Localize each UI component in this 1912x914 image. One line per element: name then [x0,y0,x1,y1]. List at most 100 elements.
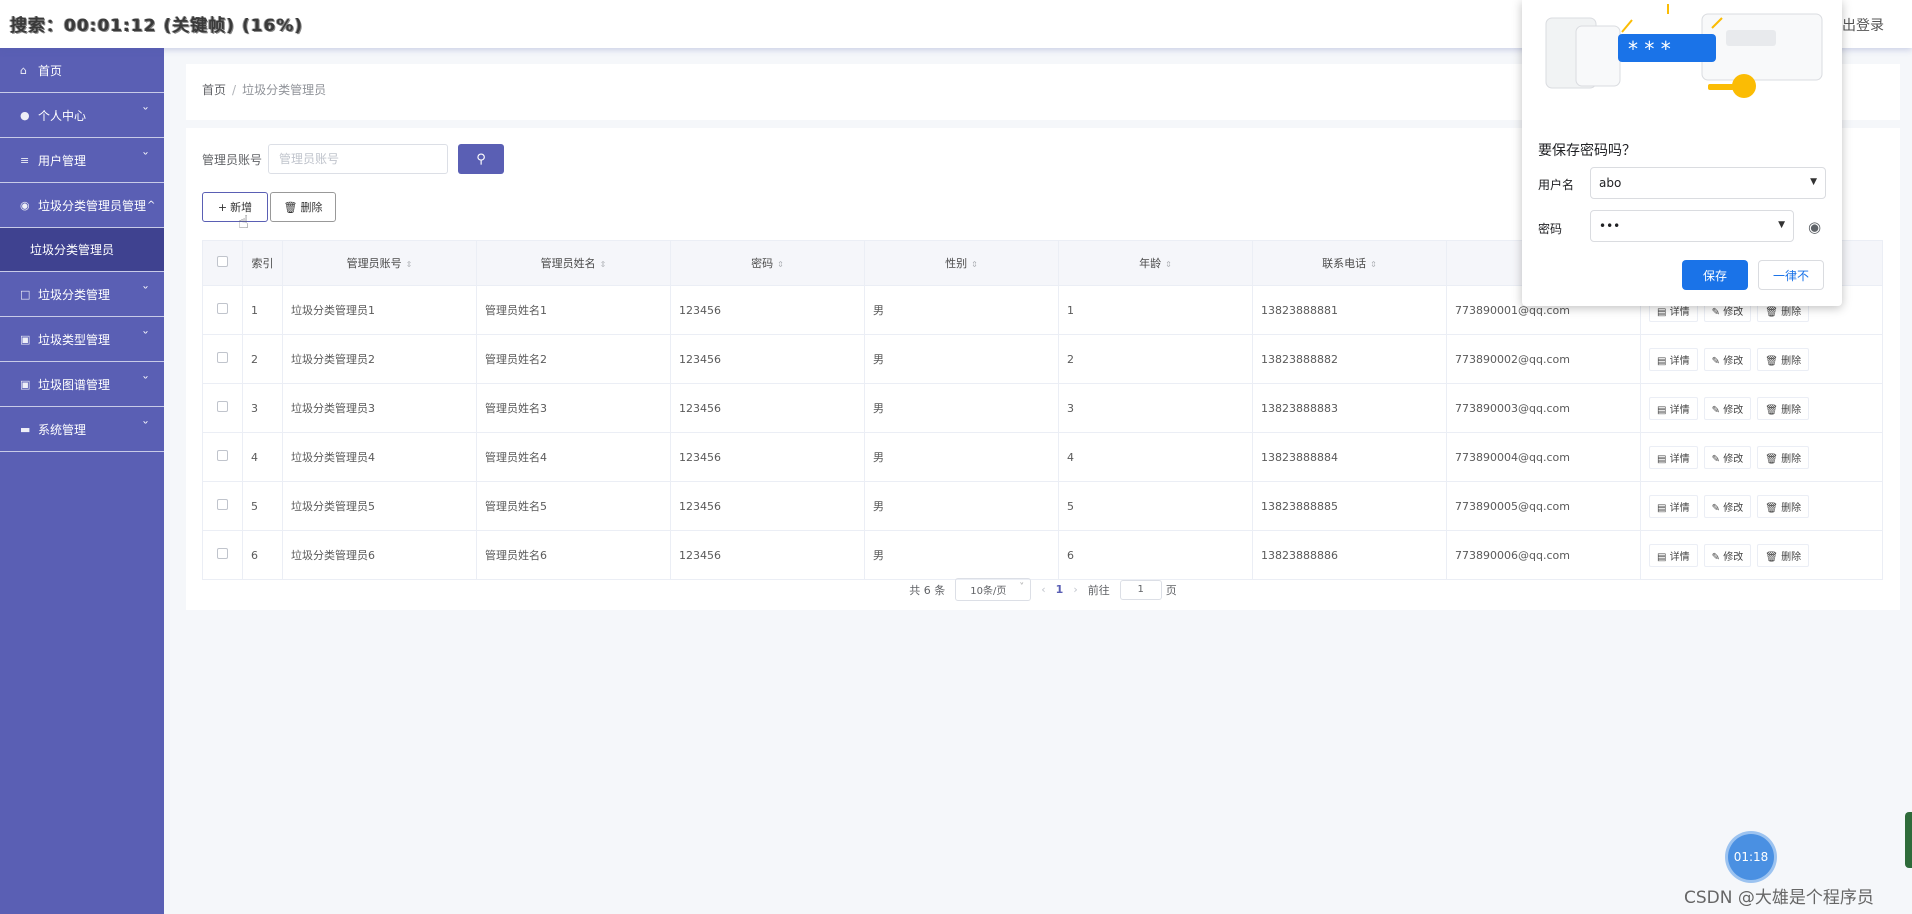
row-checkbox[interactable] [216,303,228,314]
row-delete-button[interactable]: 🗑 删除 [1757,445,1810,469]
sidebar-item-graph-management[interactable]: ▣ 垃圾图谱管理 ˅ [0,362,164,407]
sidebar-item-type-management[interactable]: ▣ 垃圾类型管理 ˅ [0,317,164,362]
cell-age: 6 [1058,530,1253,580]
search-input[interactable] [268,144,448,174]
trash-icon: 🗑 [283,200,298,214]
header-label: 年龄 [1139,257,1162,270]
header-account[interactable]: 管理员账号 ⇕ [282,240,477,286]
password-select[interactable]: ••• ▼ [1590,210,1794,242]
header-age[interactable]: 年龄 ⇕ [1058,240,1253,286]
detail-icon: ▤ [1657,355,1670,367]
sort-icon[interactable]: ⇕ [777,260,784,269]
cell-index: 1 [242,285,283,335]
logout-link[interactable]: 退出登录 [1828,18,1884,34]
edit-button[interactable]: ✎ 修改 [1703,347,1752,371]
row-delete-button[interactable]: 🗑 删除 [1757,347,1810,371]
row-delete-button[interactable]: 🗑 删除 [1757,396,1810,420]
sort-icon[interactable]: ⇕ [1370,260,1377,269]
edit-button[interactable]: ✎ 修改 [1703,396,1752,420]
sidebar-item-personal-center[interactable]: ● 个人中心 ˅ [0,93,164,138]
delete-label: 删除 [1781,355,1802,367]
detail-button[interactable]: ▤ 详情 [1649,494,1698,518]
save-password-button[interactable]: 保存 [1682,260,1748,290]
eye-icon[interactable]: ◉ [1808,218,1822,236]
header-gender[interactable]: 性别 ⇕ [864,240,1059,286]
detail-button[interactable]: ▤ 详情 [1649,543,1698,567]
trash-icon: 🗑 [1765,453,1782,465]
row-checkbox[interactable] [216,401,228,412]
row-select-cell[interactable] [202,383,243,433]
row-delete-button[interactable]: 🗑 删除 [1757,494,1810,518]
detail-button[interactable]: ▤ 详情 [1649,445,1698,469]
row-select-cell[interactable] [202,432,243,482]
cell-account: 垃圾分类管理员5 [282,481,477,531]
sort-icon[interactable]: ⇕ [599,260,607,269]
detail-button[interactable]: ▤ 详情 [1649,347,1698,371]
select-all-checkbox[interactable] [217,256,228,267]
header-label: 性别 [945,257,968,270]
header-password[interactable]: 密码 ⇕ [670,240,865,286]
row-select-cell[interactable] [202,334,243,384]
never-save-button[interactable]: 一律不 [1758,260,1824,290]
edit-button[interactable]: ✎ 修改 [1703,445,1752,469]
sidebar-subitem-sorting-admin[interactable]: 垃圾分类管理员 [0,228,164,272]
row-checkbox[interactable] [216,450,228,461]
search-button[interactable]: ⚲ [458,144,504,174]
cell-account: 垃圾分类管理员1 [282,285,477,335]
sidebar-item-sorting-admin-management[interactable]: ◉ 垃圾分类管理员管理 ^ [0,183,164,228]
sort-icon[interactable]: ⇕ [1165,260,1172,269]
sidebar-item-label: 首页 [38,63,63,78]
chevron-down-icon: ˅ [141,152,150,163]
next-page-icon[interactable]: › [1073,583,1078,596]
search-label: 管理员账号 [202,153,263,167]
edit-icon: ✎ [1711,404,1724,416]
page-number[interactable]: 1 [1055,583,1064,596]
row-select-cell[interactable] [202,530,243,580]
cell-account: 垃圾分类管理员2 [282,334,477,384]
add-button[interactable]: + 新增 [202,192,268,222]
header-phone[interactable]: 联系电话 ⇕ [1252,240,1447,286]
header-label: 联系电话 [1322,257,1367,270]
row-checkbox[interactable] [216,548,228,559]
chevron-down-icon: ˅ [1019,582,1025,593]
delete-button[interactable]: 🗑 删除 [270,192,336,222]
prev-page-icon[interactable]: ‹ [1041,583,1046,596]
header-select-all[interactable] [202,240,243,286]
sort-icon[interactable]: ⇕ [405,260,413,269]
cell-name: 管理员姓名3 [476,383,671,433]
sidebar-item-user-management[interactable]: ≡ 用户管理 ˅ [0,138,164,183]
cell-phone: 13823888881 [1252,285,1447,335]
row-checkbox[interactable] [216,499,228,510]
goto-page-input[interactable] [1119,579,1162,600]
sidebar-item-sorting-management[interactable]: □ 垃圾分类管理 ˅ [0,272,164,317]
header-name[interactable]: 管理员姓名 ⇕ [476,240,671,286]
edit-button[interactable]: ✎ 修改 [1703,543,1752,567]
cell-name: 管理员姓名5 [476,481,671,531]
edit-icon: ✎ [1711,453,1724,465]
cell-name: 管理员姓名2 [476,334,671,384]
sidebar-item-home[interactable]: ⌂ 首页 [0,48,164,93]
trash-icon: 🗑 [1765,551,1782,563]
row-delete-button[interactable]: 🗑 删除 [1757,543,1810,567]
detail-button[interactable]: ▤ 详情 [1649,396,1698,420]
sort-icon[interactable]: ⇕ [971,260,978,269]
breadcrumb-home[interactable]: 首页 [202,83,227,97]
row-checkbox[interactable] [216,352,228,363]
home-icon: ⌂ [20,63,27,77]
sidebar: ⌂ 首页 ● 个人中心 ˅ ≡ 用户管理 ˅ ◉ 垃圾分类管理员管理 ^ 垃圾分… [0,48,164,914]
header-label: 管理员姓名 [540,257,596,270]
sidebar-item-system-management[interactable]: ▬ 系统管理 ˅ [0,407,164,452]
row-select-cell[interactable] [202,285,243,335]
edit-button[interactable]: ✎ 修改 [1703,494,1752,518]
edit-icon: ✎ [1711,551,1724,563]
pagination-total: 共 6 条 [909,583,946,597]
table-row: 5 垃圾分类管理员5 管理员姓名5 123456 男 5 13823888885 773890… [202,481,1883,531]
delete-button-label: 删除 [300,201,323,214]
caret-down-icon: ▼ [1810,177,1817,187]
cell-index: 2 [242,334,283,384]
row-select-cell[interactable] [202,481,243,531]
cell-phone: 13823888885 [1252,481,1447,531]
header-label: 密码 [751,257,774,270]
page-size-select[interactable]: 10条/页 ˅ [955,578,1032,601]
username-select[interactable]: abo ▼ [1590,167,1826,199]
